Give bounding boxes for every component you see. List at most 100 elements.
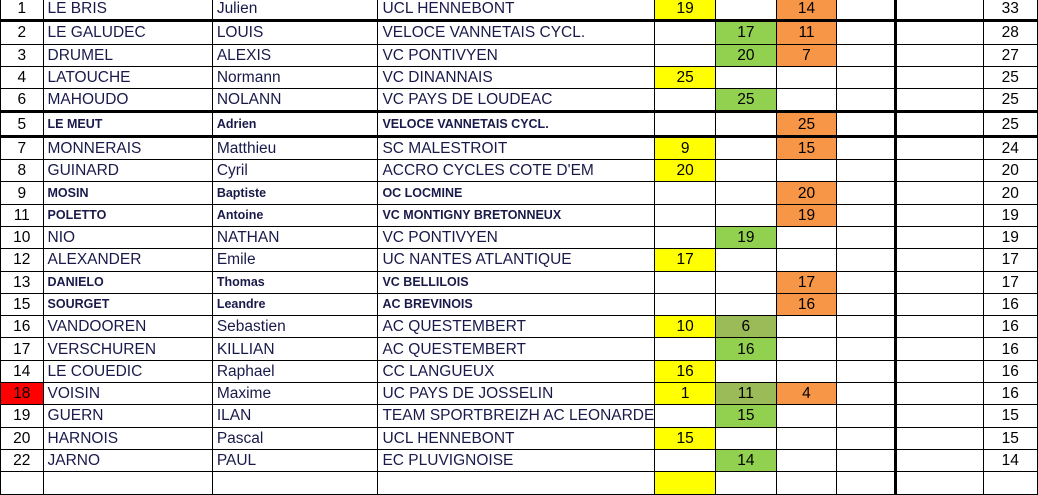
club-cell[interactable]: UCL HENNEBONT xyxy=(377,426,656,450)
race1-points-cell[interactable] xyxy=(654,20,716,45)
club-cell[interactable]: UCL HENNEBONT xyxy=(377,0,656,23)
empty-cell[interactable] xyxy=(894,292,984,317)
race2-points-cell[interactable]: 14 xyxy=(715,448,777,473)
total-cell[interactable]: 25 xyxy=(982,88,1038,114)
total-cell[interactable]: 14 xyxy=(982,448,1038,473)
race1-points-cell[interactable]: 16 xyxy=(654,359,716,384)
club-cell[interactable]: AC BREVINOIS xyxy=(377,292,656,317)
position-cell[interactable]: 2 xyxy=(0,20,44,45)
total-cell[interactable]: 15 xyxy=(982,426,1038,450)
race2-points-cell[interactable] xyxy=(715,65,777,90)
empty-cell[interactable] xyxy=(894,0,984,23)
race1-points-cell[interactable] xyxy=(654,111,716,138)
empty-cell[interactable] xyxy=(836,404,897,428)
last-name-cell[interactable]: LATOUCHE xyxy=(42,65,213,90)
last-name-cell[interactable]: POLETTO xyxy=(42,203,213,227)
empty-cell[interactable] xyxy=(836,43,897,67)
position-cell[interactable]: 22 xyxy=(0,448,44,473)
position-cell[interactable]: 7 xyxy=(0,135,44,161)
race2-points-cell[interactable] xyxy=(715,426,777,450)
position-cell[interactable]: 10 xyxy=(0,225,44,250)
first-name-cell[interactable]: Antoine xyxy=(211,203,379,227)
empty-cell[interactable] xyxy=(894,135,984,161)
empty-cell[interactable] xyxy=(836,359,897,384)
club-cell[interactable]: UC PAYS DE JOSSELIN xyxy=(377,382,656,406)
last-name-cell[interactable]: HARNOIS xyxy=(42,426,213,450)
last-name-cell[interactable]: LE GALUDEC xyxy=(42,20,213,45)
race2-points-cell[interactable] xyxy=(715,159,777,183)
first-name-cell[interactable]: PAUL xyxy=(211,448,379,473)
club-cell[interactable]: AC QUESTEMBERT xyxy=(377,337,656,361)
race1-points-cell[interactable] xyxy=(654,270,716,294)
race3-points-cell[interactable] xyxy=(775,426,838,450)
race3-points-cell[interactable] xyxy=(775,248,838,272)
first-name-cell[interactable]: NOLANN xyxy=(211,88,379,114)
position-cell[interactable]: 17 xyxy=(0,337,44,361)
club-cell[interactable]: AC QUESTEMBERT xyxy=(377,315,656,339)
race1-points-cell[interactable] xyxy=(654,337,716,361)
last-name-cell[interactable]: DRUMEL xyxy=(42,43,213,67)
total-cell[interactable]: 16 xyxy=(982,382,1038,406)
empty-cell[interactable] xyxy=(894,359,984,384)
race1-points-cell[interactable] xyxy=(654,225,716,250)
empty-cell[interactable] xyxy=(894,20,984,45)
race2-points-cell[interactable]: 16 xyxy=(715,337,777,361)
club-cell[interactable]: VELOCE VANNETAIS CYCL. xyxy=(377,111,656,138)
empty-cell[interactable] xyxy=(894,43,984,67)
race2-points-cell[interactable] xyxy=(715,203,777,227)
first-name-cell[interactable]: Normann xyxy=(211,65,379,90)
position-cell[interactable]: 16 xyxy=(0,315,44,339)
empty-cell[interactable] xyxy=(836,426,897,450)
empty-cell[interactable] xyxy=(894,111,984,138)
club-cell[interactable]: SC MALESTROIT xyxy=(377,135,656,161)
position-cell[interactable]: 14 xyxy=(0,359,44,384)
empty-cell[interactable] xyxy=(836,159,897,183)
first-name-cell[interactable]: NATHAN xyxy=(211,225,379,250)
race3-points-cell[interactable]: 15 xyxy=(775,135,838,161)
last-name-cell[interactable]: DANIELO xyxy=(42,270,213,294)
last-name-cell[interactable]: MAHOUDO xyxy=(42,88,213,114)
race1-points-cell[interactable] xyxy=(654,181,716,205)
first-name-cell[interactable]: Baptiste xyxy=(211,181,379,205)
club-cell[interactable]: VC MONTIGNY BRETONNEUX xyxy=(377,203,656,227)
race3-points-cell[interactable] xyxy=(775,315,838,339)
last-name-cell[interactable]: MOSIN xyxy=(42,181,213,205)
empty-cell[interactable] xyxy=(894,248,984,272)
empty-cell[interactable] xyxy=(836,248,897,272)
club-cell[interactable]: OC LOCMINE xyxy=(377,181,656,205)
position-cell[interactable]: 9 xyxy=(0,181,44,205)
last-name-cell[interactable]: GUINARD xyxy=(42,159,213,183)
empty-cell[interactable] xyxy=(894,203,984,227)
race1-points-cell[interactable] xyxy=(654,292,716,317)
race2-points-cell[interactable]: 20 xyxy=(715,43,777,67)
position-cell[interactable]: 6 xyxy=(0,88,44,114)
empty-cell[interactable] xyxy=(836,292,897,317)
empty-cell[interactable] xyxy=(377,471,656,495)
total-cell[interactable]: 25 xyxy=(982,111,1038,138)
total-cell[interactable]: 28 xyxy=(982,20,1038,45)
last-name-cell[interactable]: VANDOOREN xyxy=(42,315,213,339)
race1-points-cell[interactable]: 10 xyxy=(654,315,716,339)
first-name-cell[interactable]: Matthieu xyxy=(211,135,379,161)
empty-cell[interactable] xyxy=(836,0,897,23)
race1-points-cell[interactable] xyxy=(654,404,716,428)
race2-points-cell[interactable] xyxy=(715,181,777,205)
race1-points-cell[interactable] xyxy=(654,203,716,227)
empty-cell[interactable] xyxy=(836,135,897,161)
empty-cell[interactable] xyxy=(894,315,984,339)
race1-points-cell[interactable] xyxy=(654,88,716,114)
first-name-cell[interactable]: Maxime xyxy=(211,382,379,406)
race3-points-cell[interactable]: 17 xyxy=(775,270,838,294)
empty-cell[interactable] xyxy=(836,337,897,361)
race3-points-cell[interactable] xyxy=(775,448,838,473)
first-name-cell[interactable]: ILAN xyxy=(211,404,379,428)
empty-cell[interactable] xyxy=(836,111,897,138)
empty-cell[interactable] xyxy=(715,471,777,495)
position-cell[interactable]: 8 xyxy=(0,159,44,183)
total-cell[interactable]: 20 xyxy=(982,181,1038,205)
first-name-cell[interactable]: KILLIAN xyxy=(211,337,379,361)
club-cell[interactable]: CC LANGUEUX xyxy=(377,359,656,384)
race2-points-cell[interactable]: 15 xyxy=(715,404,777,428)
race3-points-cell[interactable]: 19 xyxy=(775,203,838,227)
empty-cell[interactable] xyxy=(894,65,984,90)
